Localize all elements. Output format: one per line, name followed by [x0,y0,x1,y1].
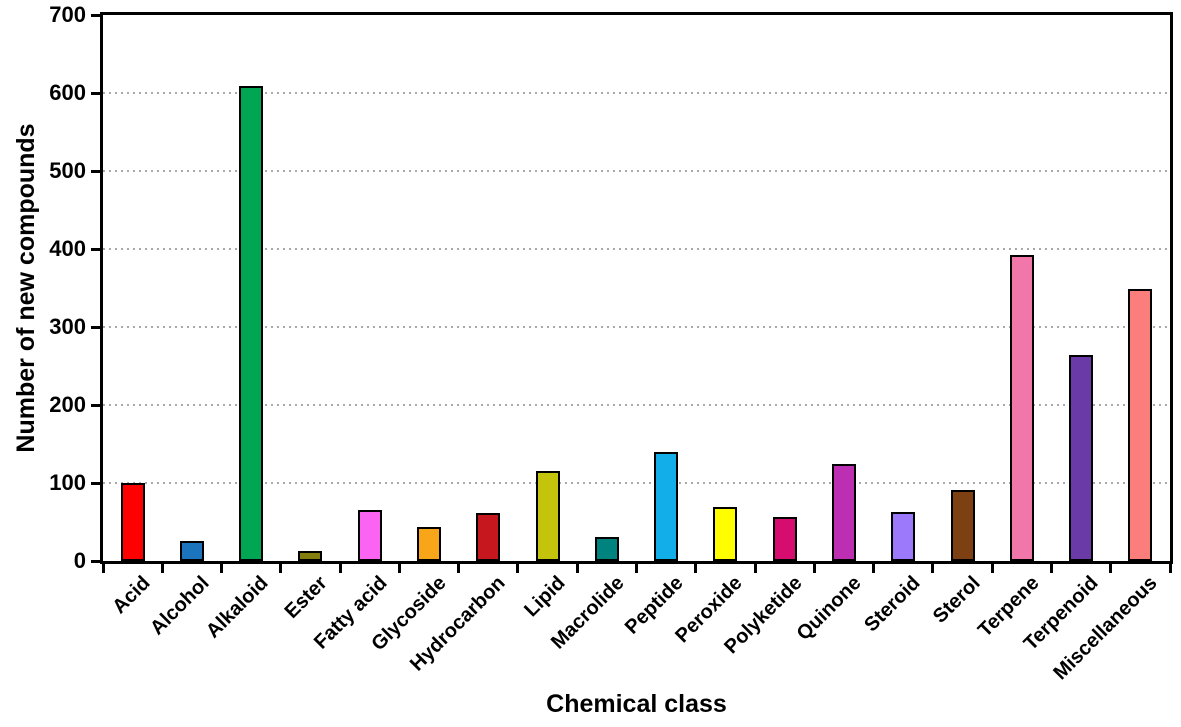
bar-glycoside [417,527,442,561]
x-tick-mark-13 [872,564,875,573]
y-tick-mark-500 [91,170,100,173]
gridline-400 [103,248,1170,250]
x-tick-mark-4 [339,564,342,573]
bar-sterol [950,490,975,561]
x-tick-mark-8 [576,564,579,573]
x-tick-mark-18 [1169,564,1172,573]
x-tick-mark-14 [931,564,934,573]
plot-area [103,15,1170,561]
y-tick-label-0: 0 [73,548,86,573]
bar-steroid [891,512,916,561]
x-tick-mark-6 [457,564,460,573]
y-tick-mark-400 [91,248,100,251]
bar-macrolide [594,537,619,561]
bar-quinone [831,464,856,561]
bar-peroxide [713,507,738,561]
x-tick-mark-17 [1109,564,1112,573]
bar-peptide [654,452,679,561]
y-tick-label-600: 600 [49,80,86,105]
bar-fatty-acid [357,510,382,561]
x-tick-mark-16 [1050,564,1053,573]
x-tick-mark-2 [220,564,223,573]
bar-lipid [535,471,560,561]
plot-top-border [100,12,1173,15]
y-tick-mark-0 [91,560,100,563]
x-tick-mark-1 [161,564,164,573]
x-axis-title: Chemical class [546,690,727,718]
y-tick-mark-300 [91,326,100,329]
x-axis-line [100,561,1173,564]
gridline-600 [103,92,1170,94]
bar-alcohol [179,541,204,561]
y-tick-label-500: 500 [49,158,86,183]
y-axis-title: Number of new compounds [12,123,40,453]
gridline-100 [103,482,1170,484]
x-tick-mark-5 [398,564,401,573]
x-tick-mark-7 [516,564,519,573]
gridline-500 [103,170,1170,172]
gridline-300 [103,326,1170,328]
x-tick-mark-11 [754,564,757,573]
y-tick-label-300: 300 [49,314,86,339]
y-tick-mark-600 [91,92,100,95]
bar-terpenoid [1069,355,1094,561]
y-tick-mark-700 [91,14,100,17]
bar-hydrocarbon [476,513,501,561]
bar-ester [298,551,323,561]
x-tick-mark-10 [694,564,697,573]
x-tick-mark-15 [991,564,994,573]
x-tick-mark-12 [813,564,816,573]
y-tick-mark-200 [91,404,100,407]
bar-acid [120,483,145,561]
x-tick-mark-9 [635,564,638,573]
y-tick-label-100: 100 [49,470,86,495]
plot-right-border [1170,12,1173,564]
y-tick-label-200: 200 [49,392,86,417]
x-tick-mark-0 [102,564,105,573]
y-tick-mark-100 [91,482,100,485]
y-axis-line [100,12,103,564]
bar-polyketide [772,517,797,561]
y-tick-label-700: 700 [49,2,86,27]
bar-terpene [1009,255,1034,561]
gridline-200 [103,404,1170,406]
bar-alkaloid [239,86,264,561]
y-tick-label-400: 400 [49,236,86,261]
bar-miscellaneous [1128,289,1153,561]
x-tick-mark-3 [279,564,282,573]
